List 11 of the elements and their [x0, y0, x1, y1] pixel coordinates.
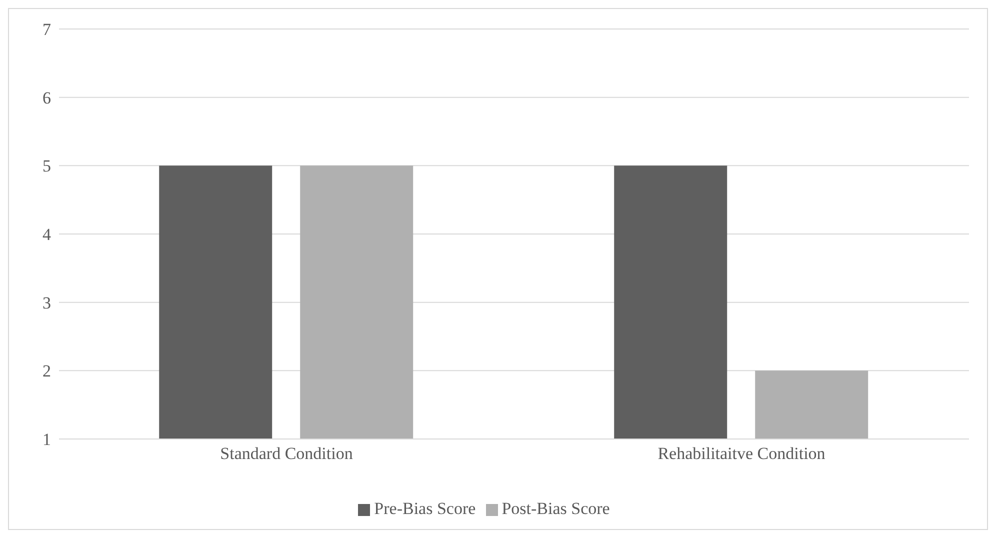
y-tick-label: 4 [42, 225, 52, 244]
y-tick-label: 2 [42, 362, 51, 381]
y-tick-label: 1 [42, 430, 51, 450]
legend-label: Pre-Bias Score [374, 499, 476, 518]
x-tick-label: Rehabilitaitve Condition [658, 444, 826, 464]
x-tick-label: Standard Condition [220, 444, 354, 464]
legend-label: Post-Bias Score [502, 499, 610, 518]
y-tick-label: 7 [42, 20, 52, 40]
y-tick-label: 3 [42, 293, 51, 312]
y-tick-label: 6 [42, 88, 51, 108]
y-tick-label: 5 [42, 156, 51, 176]
